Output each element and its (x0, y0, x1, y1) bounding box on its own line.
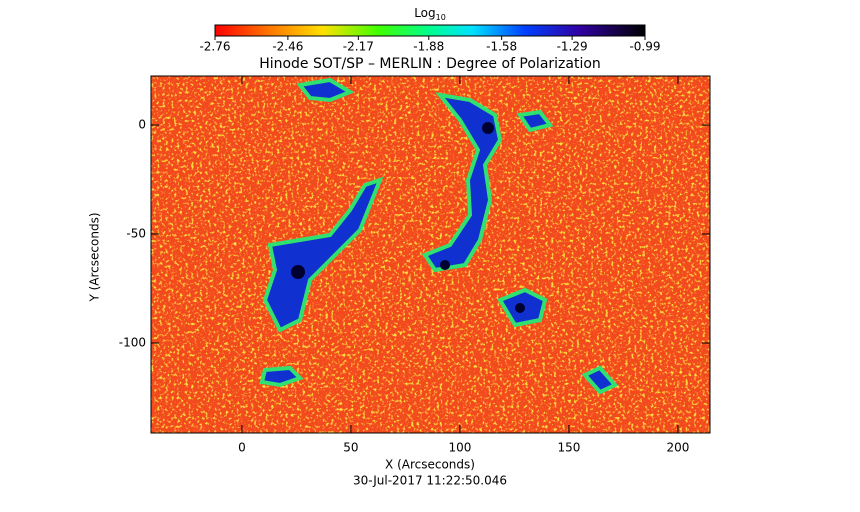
y-tick-label: -100 (119, 335, 146, 349)
colorbar (214, 24, 646, 37)
colorbar-label: Log10 (414, 6, 446, 22)
y-axis-label: Y (Arcseconds) (88, 212, 102, 302)
x-tick-label: 0 (238, 441, 246, 455)
colorbar-tick-label: -1.58 (486, 40, 517, 54)
x-tick-label: 150 (557, 441, 580, 455)
y-tick-label: -50 (126, 227, 146, 241)
x-tick-label: 200 (666, 441, 689, 455)
colorbar-tick-label: -2.46 (272, 40, 303, 54)
x-axis-label: X (Arcseconds) (385, 458, 475, 472)
colorbar-tick-label: -0.99 (629, 40, 660, 54)
plot-frame (150, 75, 711, 434)
x-tick-label: 50 (343, 441, 358, 455)
timestamp: 30-Jul-2017 11:22:50.046 (353, 474, 507, 488)
colorbar-label-sub: 10 (436, 13, 446, 22)
chart-title: Hinode SOT/SP – MERLIN : Degree of Polar… (259, 56, 601, 72)
x-tick-label: 100 (448, 441, 471, 455)
colorbar-tick-label: -2.76 (199, 40, 230, 54)
solar-image (151, 76, 710, 433)
colorbar-tick-label: -2.17 (343, 40, 374, 54)
colorbar-tick-label: -1.88 (413, 40, 444, 54)
colorbar-tick-label: -1.29 (557, 40, 588, 54)
colorbar-label-main: Log (414, 6, 435, 20)
y-tick-label: 0 (138, 118, 146, 132)
